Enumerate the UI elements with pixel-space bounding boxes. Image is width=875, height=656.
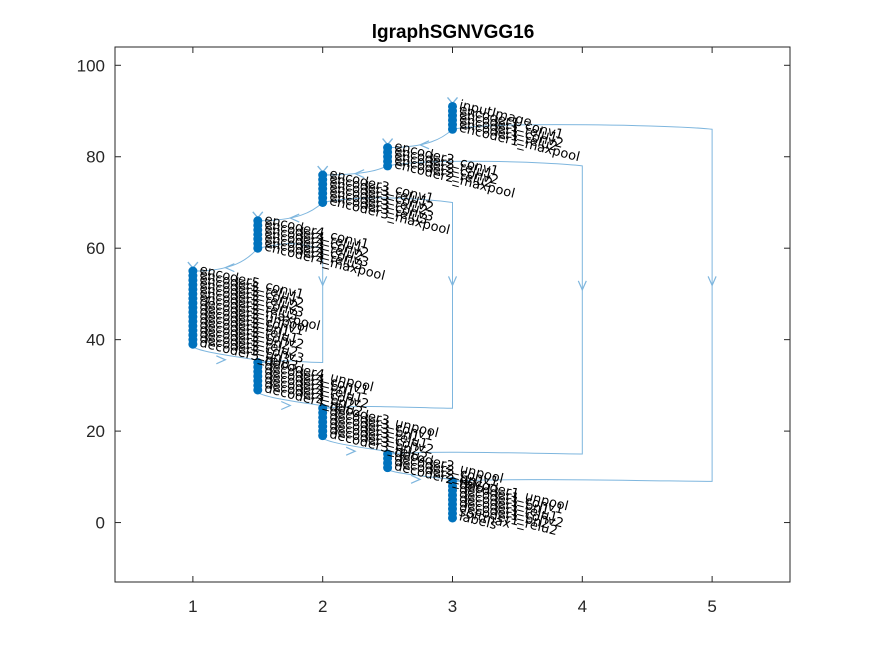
- edge-arrow: [345, 446, 357, 456]
- graph-node: [383, 161, 393, 171]
- graph-node: [448, 124, 457, 134]
- edge-arrow: [223, 263, 235, 273]
- skip-connection: [452, 124, 713, 482]
- x-tick-label: 4: [578, 597, 587, 616]
- y-tick-label: 40: [86, 331, 105, 350]
- plot-title: lgraphSGNVGG16: [372, 22, 535, 43]
- graph-node: [318, 431, 328, 441]
- edge-arrow: [216, 355, 227, 365]
- edge-arrow: [410, 474, 422, 484]
- graph-node: [383, 463, 393, 473]
- edge-arrow: [288, 213, 300, 223]
- skip-connections: [257, 124, 717, 482]
- y-tick-label: 100: [77, 56, 105, 75]
- edge-arrow: [280, 400, 292, 411]
- x-tick-label: 1: [188, 597, 197, 616]
- skip-connection: [387, 160, 583, 455]
- skip-arrow: [318, 276, 328, 287]
- skip-arrow: [447, 276, 458, 287]
- y-tick-label: 0: [96, 514, 105, 533]
- edge-arrow: [418, 140, 430, 150]
- graph-node: [448, 513, 457, 523]
- skip-connection: [322, 197, 453, 409]
- graph-node: [318, 197, 328, 207]
- graph-node: [188, 339, 198, 349]
- y-tick-label: 80: [86, 148, 105, 167]
- skip-arrow: [707, 276, 717, 287]
- y-tick-label: 20: [86, 422, 105, 441]
- x-tick-label: 3: [448, 597, 457, 616]
- x-tick-label: 2: [318, 597, 327, 616]
- skip-arrow: [577, 280, 587, 292]
- skip-connection: [257, 243, 324, 364]
- x-tick-label: 5: [707, 597, 716, 616]
- graph-nodes: [187, 96, 459, 523]
- edge-arrow: [353, 169, 365, 179]
- y-tick-label: 60: [86, 239, 105, 258]
- axis-ticks: 1 2 3 4 5 0 20 40 60 80 100: [77, 47, 790, 616]
- graph-node: [253, 243, 263, 253]
- graph-node: [253, 385, 263, 395]
